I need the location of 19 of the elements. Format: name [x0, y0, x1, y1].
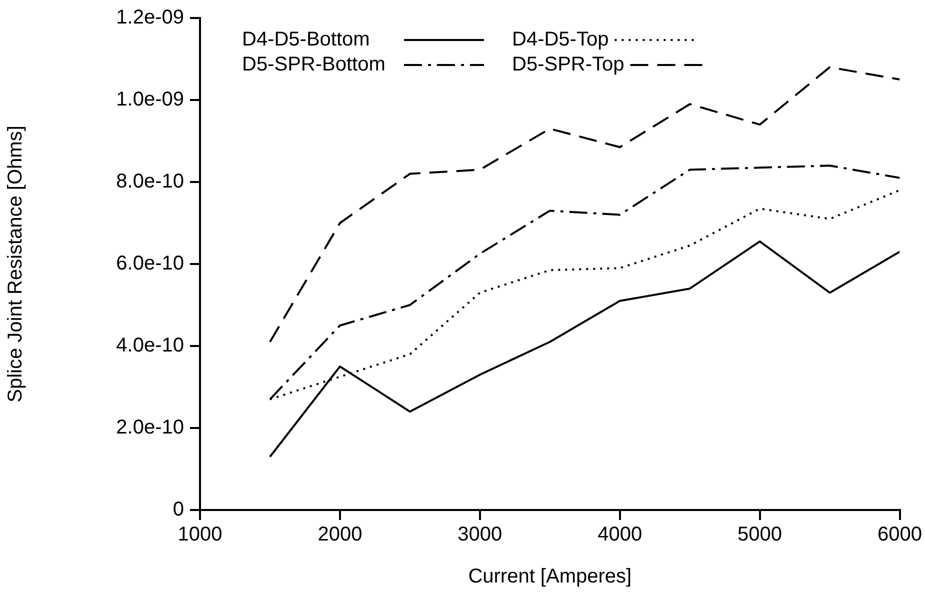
y-tick-label: 0	[172, 498, 184, 521]
y-tick-label: 1.2e-09	[116, 6, 184, 29]
legend-label: D5-SPR-Top	[512, 54, 624, 76]
y-axis-title: Splice Joint Resistance [Ohms]	[4, 126, 27, 402]
legend-label: D5-SPR-Bottom	[242, 54, 386, 76]
x-tick-label: 5000	[738, 524, 782, 546]
x-tick-label: 2000	[318, 524, 362, 546]
legend-label: D4-D5-Top	[512, 28, 609, 51]
y-tick-label: 6.0e-10	[116, 252, 184, 275]
x-tick-label: 4000	[598, 524, 642, 546]
x-axis-title: Current [Amperes]	[468, 566, 632, 588]
y-tick-label: 4.0e-10	[116, 334, 184, 357]
y-tick-label: 8.0e-10	[116, 170, 184, 193]
x-tick-label: 6000	[878, 524, 922, 546]
x-tick-label: 3000	[458, 524, 502, 546]
legend-label: D4-D5-Bottom	[242, 28, 370, 51]
x-tick-label: 1000	[178, 524, 222, 546]
y-tick-label: 2.0e-10	[116, 416, 184, 439]
y-tick-label: 1.0e-09	[116, 88, 184, 111]
